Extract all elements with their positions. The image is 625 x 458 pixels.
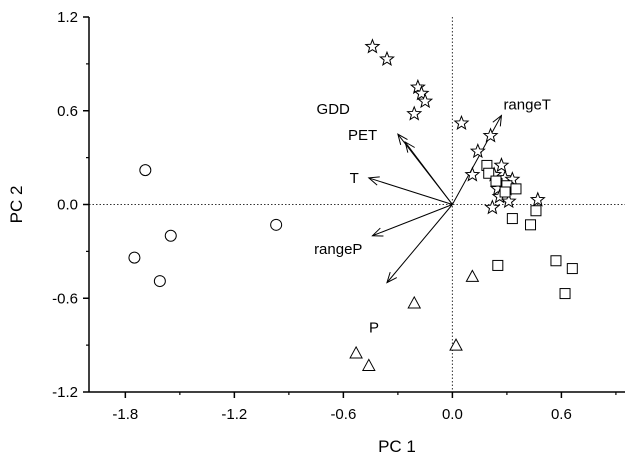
- vector-p: [386, 204, 453, 283]
- axis-labels: PC 1 PC 2: [7, 186, 416, 456]
- x-tick-label: -1.8: [112, 406, 138, 423]
- y-tick-label: -1.2: [52, 384, 78, 401]
- y-tick-label: -0.6: [52, 290, 78, 307]
- square-point: [510, 183, 522, 195]
- triangle-point: [407, 295, 422, 309]
- star-point: [482, 127, 499, 143]
- vector-ranget: [451, 115, 502, 205]
- vector-t: [368, 177, 453, 205]
- star-point: [500, 192, 517, 209]
- y-tick-label: 1.2: [57, 9, 78, 26]
- triangle-point: [349, 345, 363, 359]
- circle-point: [153, 275, 166, 288]
- star-point: [413, 85, 430, 101]
- star-point: [409, 78, 426, 95]
- y-axis-title: PC 2: [7, 186, 26, 224]
- vector-label-ranget: rangeT: [503, 96, 551, 113]
- reference-lines: [89, 17, 625, 392]
- star-point: [406, 105, 423, 121]
- star-point: [484, 199, 501, 215]
- vector-pet: [404, 141, 453, 205]
- vector-rangep: [372, 204, 453, 237]
- square-point: [483, 167, 495, 179]
- arrowhead-ranget: [492, 114, 503, 127]
- star-point: [453, 114, 470, 131]
- star-point: [417, 92, 434, 109]
- circle-point: [270, 218, 283, 231]
- vector-label-gdd: GDD: [317, 101, 351, 118]
- arrowhead-gdd: [397, 133, 408, 145]
- square-point: [499, 186, 511, 198]
- score-points: [128, 38, 578, 371]
- vector-label-pet: PET: [348, 127, 377, 144]
- circle-point: [128, 251, 141, 264]
- vector-label-t: T: [350, 170, 359, 187]
- square-point: [525, 219, 537, 231]
- arrowhead-pet: [404, 140, 415, 153]
- star-point: [464, 166, 481, 182]
- star-point: [364, 38, 381, 54]
- square-point: [550, 255, 562, 267]
- triangle-point: [449, 338, 463, 351]
- triangle-point: [465, 269, 480, 282]
- arrowhead-p: [386, 271, 397, 284]
- x-tick-label: 0.0: [442, 406, 463, 423]
- square-point: [566, 263, 578, 275]
- circle-point: [139, 164, 152, 177]
- square-point: [506, 213, 518, 225]
- vector-label-p: P: [369, 320, 379, 337]
- vector-label-rangep: rangeP: [314, 241, 362, 258]
- star-point: [378, 50, 395, 66]
- x-tick-label: -1.2: [221, 406, 247, 423]
- square-point: [530, 205, 542, 217]
- x-axis-title: PC 1: [378, 437, 416, 456]
- square-point: [492, 259, 504, 271]
- star-point: [529, 191, 546, 207]
- x-tick-label: -0.6: [330, 406, 356, 423]
- arrowhead-t: [367, 176, 380, 186]
- ticks: -1.8 -1.2 -0.6 0.0 0.6 -1.2 -0.6 0.0 0.6 1.2: [52, 9, 617, 423]
- arrowhead-rangep: [371, 227, 384, 237]
- square-point: [490, 175, 502, 187]
- y-tick-label: 0.6: [57, 103, 78, 120]
- square-point: [559, 288, 571, 300]
- triangle-point: [361, 358, 376, 371]
- star-point: [469, 142, 486, 159]
- circle-point: [164, 229, 177, 242]
- x-tick-label: 0.6: [551, 406, 572, 423]
- star-point: [493, 157, 510, 173]
- y-tick-label: 0.0: [57, 197, 78, 214]
